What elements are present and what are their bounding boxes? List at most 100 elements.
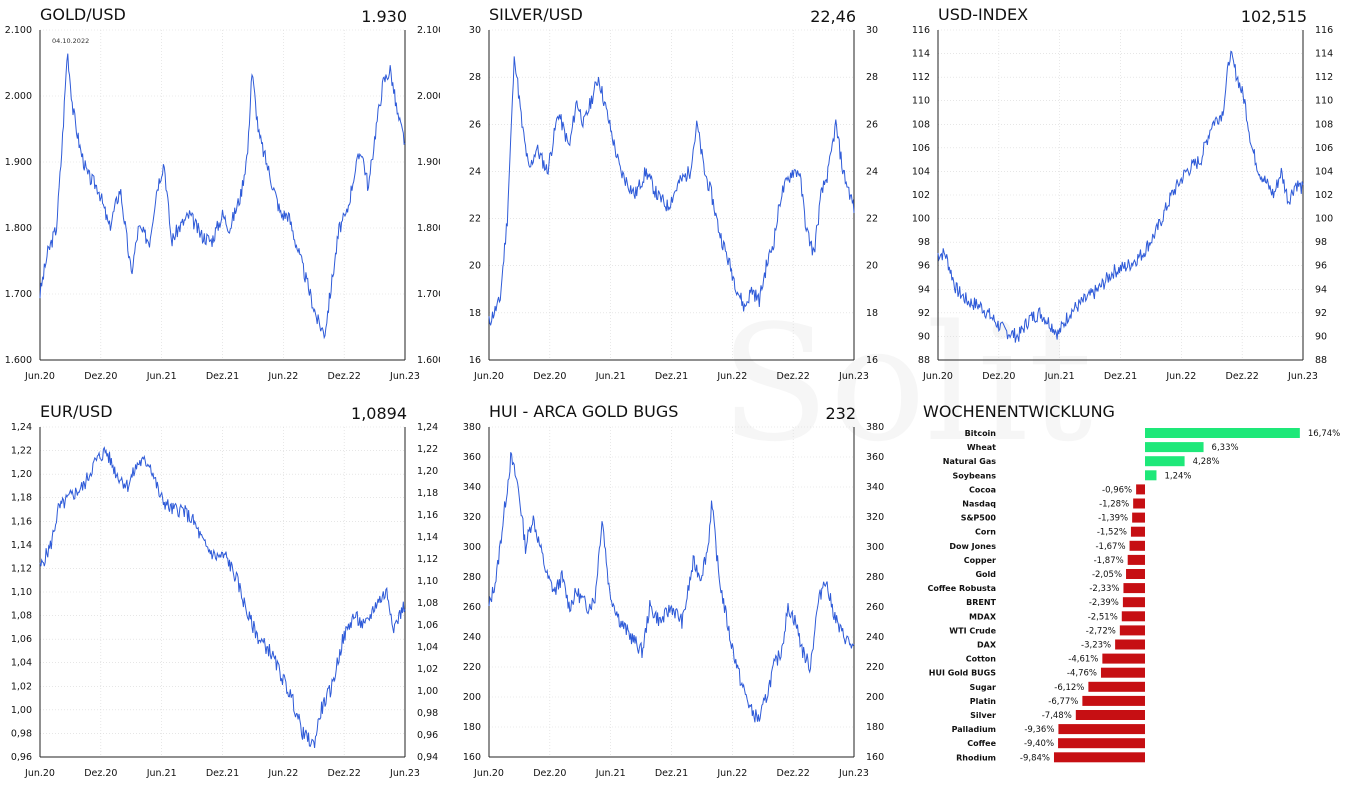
bar (1100, 667, 1145, 678)
y-tick-label-left: 98 (918, 237, 930, 248)
x-tick-label: Jun.20 (922, 371, 953, 382)
eur-panel: EUR/USD 1,0894 0,96 0,98 1,00 1,02 1,04 1,06 1… (0, 397, 440, 787)
bar-category-label: Corn (975, 528, 996, 537)
y-tick-label-left: 88 (918, 355, 930, 366)
y-tick-label-right: 380 (866, 422, 884, 433)
y-tick-label-right: 1,10 (417, 576, 438, 587)
bar-value-label: -1,39% (1098, 514, 1128, 524)
last-value: 102,515 (1240, 7, 1307, 26)
y-tick-label-left: 1,20 (11, 469, 32, 480)
y-tick-label-left: 1,16 (11, 516, 32, 527)
y-tick-label-right: 0,96 (417, 730, 438, 741)
y-tick-label-left: 1,22 (11, 446, 32, 457)
y-tick-label-left: 1,14 (11, 540, 32, 551)
gold-chart: 1.600 1.700 1.800 1.900 2.000 2.100 1.600 1.700… (5, 25, 440, 382)
x-tick-label: Dez.20 (84, 768, 117, 779)
y-tick-label-left: 160 (463, 752, 481, 763)
x-tick-label: Dez.20 (533, 768, 566, 779)
bar (1122, 597, 1145, 608)
y-tick-label-right: 26 (866, 119, 878, 130)
y-tick-label-left: 1,04 (11, 658, 32, 669)
bar (1130, 526, 1145, 537)
y-tick-label-right: 1,18 (417, 488, 438, 499)
y-tick-label-left: 1,12 (11, 563, 32, 574)
y-tick-label-left: 100 (912, 214, 930, 225)
bar-value-label: -9,84% (1020, 753, 1050, 763)
bar-category-label: Soybeans (953, 471, 997, 480)
y-tick-label-right: 112 (1315, 72, 1333, 83)
bar-category-label: Copper (964, 556, 996, 565)
y-tick-label-left: 240 (463, 632, 481, 643)
series-line (488, 56, 855, 327)
y-tick-label-left: 300 (463, 542, 481, 553)
x-tick-label: Jun.22 (267, 371, 298, 382)
bar-value-label: -1,67% (1095, 542, 1125, 552)
weekly-bar-chart: Bitcoin 16,74% Wheat 6,33% Natural Gas 4,28% S… (927, 428, 1340, 763)
bar-value-label: 1,24% (1164, 471, 1191, 481)
x-tick-label: Jun.22 (716, 371, 747, 382)
bar (1145, 428, 1300, 438)
y-tick-label-right: 1,12 (417, 554, 438, 565)
bar-value-label: -9,40% (1024, 739, 1054, 749)
y-tick-label-left: 1,24 (11, 422, 32, 433)
bar-category-label: Cotton (966, 655, 997, 664)
bar-value-label: 6,33% (1212, 443, 1239, 453)
bar (1132, 512, 1145, 523)
y-tick-label-left: 1,08 (11, 611, 32, 622)
chart-title: SILVER/USD (489, 5, 583, 24)
y-tick-label-left: 1,18 (11, 493, 32, 504)
y-tick-label-right: 200 (866, 692, 884, 703)
bar-value-label: -2,05% (1092, 570, 1122, 580)
bar-category-label: Coffee Robusta (927, 584, 996, 593)
bar-category-label: Wheat (967, 443, 996, 452)
y-tick-label-right: 1,20 (417, 466, 438, 477)
x-tick-label: Dez.22 (777, 768, 810, 779)
bar (1145, 456, 1185, 467)
y-tick-label-left: 20 (469, 261, 481, 272)
y-tick-label-left: 1.900 (5, 157, 32, 168)
y-tick-label-right: 1.700 (417, 289, 440, 300)
y-tick-label-left: 106 (912, 143, 930, 154)
weekly-performance-panel: WOCHENENTWICKLUNG Bitcoin 16,74% Wheat 6,33… (898, 397, 1347, 787)
bar-value-label: -0,96% (1102, 485, 1132, 495)
y-tick-label-left: 2.000 (5, 91, 32, 102)
gold-panel: GOLD/USD 1.930 1.600 1.700 1.800 1.900 2.000… (0, 0, 440, 390)
y-tick-label-left: 22 (469, 214, 481, 225)
bar-category-label: Dow Jones (949, 542, 996, 551)
chart-title: WOCHENENTWICKLUNG (923, 402, 1115, 421)
y-tick-label-right: 220 (866, 662, 884, 673)
y-tick-label-right: 1,16 (417, 510, 438, 521)
bar (1123, 583, 1145, 594)
bar-value-label: 16,74% (1308, 429, 1340, 439)
y-tick-label-left: 94 (918, 284, 930, 295)
bar (1082, 695, 1145, 706)
chart-title: EUR/USD (40, 402, 113, 421)
eur-chart: 0,96 0,98 1,00 1,02 1,04 1,06 1,08 1,10 1,12 1,14… (11, 422, 438, 779)
y-tick-label-left: 1,02 (11, 681, 32, 692)
y-tick-label-left: 110 (912, 96, 930, 107)
bar-value-label: -3,23% (1081, 641, 1111, 651)
bar-value-label: -1,52% (1097, 528, 1127, 538)
y-tick-label-left: 380 (463, 422, 481, 433)
y-tick-label-right: 1.900 (417, 157, 440, 168)
y-tick-label-right: 98 (1315, 237, 1327, 248)
x-tick-label: Dez.21 (655, 371, 688, 382)
x-tick-label: Jun.20 (473, 768, 504, 779)
bar (1121, 611, 1145, 622)
bar (1145, 442, 1204, 453)
x-tick-label: Jun.23 (389, 768, 420, 779)
y-tick-label-right: 96 (1315, 261, 1327, 272)
y-tick-label-right: 360 (866, 452, 884, 463)
y-tick-label-right: 240 (866, 632, 884, 643)
x-tick-label: Jun.23 (838, 768, 869, 779)
bar-category-label: Coffee (967, 739, 996, 748)
y-tick-label-right: 1,00 (417, 686, 438, 697)
bar (1088, 681, 1145, 692)
x-tick-label: Dez.22 (328, 768, 361, 779)
y-tick-label-left: 260 (463, 602, 481, 613)
y-tick-label-left: 1.800 (5, 223, 32, 234)
bar-value-label: -6,77% (1048, 697, 1078, 707)
last-value: 1,0894 (351, 404, 407, 423)
bar (1119, 625, 1145, 636)
x-tick-label: Dez.22 (777, 371, 810, 382)
